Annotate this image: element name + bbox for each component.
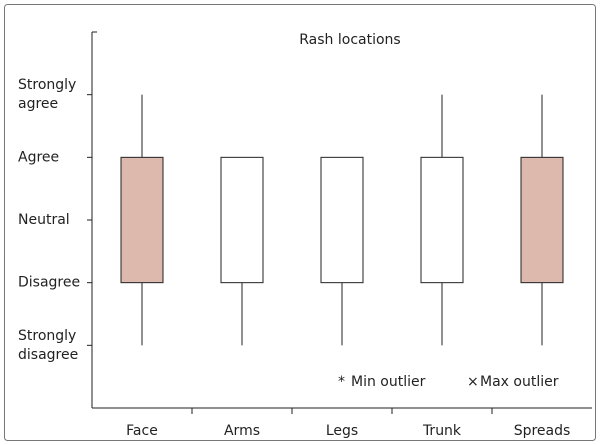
chart-title: Rash locations — [299, 32, 400, 48]
box — [520, 156, 564, 284]
box — [120, 156, 164, 284]
y-tick-label-line: Strongly — [18, 328, 76, 344]
frame — [4, 4, 596, 441]
x-tick-label: Trunk — [422, 423, 462, 439]
x-tick-label: Face — [126, 423, 158, 439]
y-tick-label-line: Strongly — [18, 77, 76, 93]
x-tick-label: Spreads — [514, 423, 571, 439]
legend-symbol: × — [467, 374, 479, 390]
y-tick-label: Neutral — [18, 212, 70, 228]
y-tick-label-line: disagree — [18, 347, 78, 363]
legend-label: Max outlier — [480, 374, 559, 390]
x-tick-label: Arms — [224, 423, 260, 439]
box — [420, 156, 464, 284]
y-tick-label: Strongly agree — [18, 77, 76, 112]
y-tick-label: Strongly disagree — [18, 328, 78, 363]
legend-label: Min outlier — [351, 374, 426, 390]
y-tick-label: Disagree — [18, 275, 80, 291]
y-tick-label: Agree — [18, 149, 59, 165]
box — [220, 156, 264, 284]
x-tick-label: Legs — [326, 423, 358, 439]
y-tick-label-line: agree — [18, 96, 58, 112]
legend-symbol: * — [338, 374, 345, 390]
box — [320, 156, 364, 284]
